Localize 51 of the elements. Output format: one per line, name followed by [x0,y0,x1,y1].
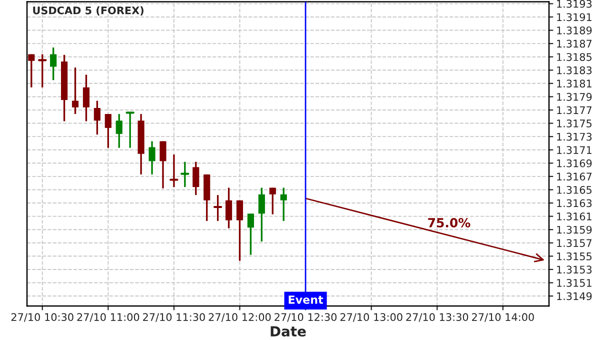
candlestick [50,46,57,81]
y-tick-label: 1.3173 [557,132,592,141]
candlestick [192,160,200,196]
y-tick-label: 1.3193 [557,0,592,8]
candlestick [94,100,100,136]
candlestick [258,186,265,242]
y-tick-label: 1.3163 [557,199,592,208]
candlestick [225,186,232,230]
y-tick-label: 1.3155 [557,252,592,260]
x-tick-label: 27/10 11:30 [143,313,205,322]
chart-title: USDCAD 5 (FOREX) [33,6,144,16]
y-tick-label: 1.3187 [557,40,592,48]
annotation: 75.0% [428,218,470,228]
x-tick-label: 27/10 14:00 [472,313,534,322]
candlestick [269,186,276,216]
x-tick-label: 27/10 12:00 [208,313,271,322]
y-tick-label: 1.3167 [557,172,592,181]
x-tick-label: 27/10 13:30 [406,313,468,322]
y-tick-label: 1.3169 [557,159,592,168]
y-tick-label: 1.3157 [557,239,592,247]
y-tick-label: 1.3159 [557,226,592,234]
y-tick-label: 1.3183 [557,66,592,74]
candlestick [236,200,244,262]
candlestick [72,66,79,115]
x-tick-label: 27/10 11:00 [77,313,140,322]
candlestick [28,53,35,88]
candlestick [82,74,90,122]
candlestick [104,113,112,149]
x-tick-label: 27/10 13:00 [340,313,402,322]
y-tick-label: 1.3175 [557,120,592,128]
y-tick-label: 1.3151 [557,278,592,287]
y-tick-label: 1.3181 [557,80,592,88]
candlestick [247,212,254,256]
candlestick [116,113,122,149]
y-tick-label: 1.3177 [557,106,592,114]
y-tick-label: 1.3165 [557,186,592,194]
y-tick-label: 1.3171 [557,146,592,154]
candlestick [148,140,156,176]
y-tick-label: 1.3189 [557,26,592,34]
x-tick-label: 27/10 10:30 [11,313,74,322]
x-axis-title: Date [270,326,306,337]
x-tick-label: 27/10 12:30 [274,313,337,322]
y-tick-label: 1.3179 [557,92,592,101]
ref-line-label: Event [288,296,324,304]
y-tick-label: 1.3161 [557,212,592,220]
y-tick-label: 1.3149 [557,292,592,300]
y-tick-label: 1.3191 [557,13,592,22]
candlestick [280,186,287,222]
y-tick-label: 1.3185 [557,53,592,61]
y-tick-label: 1.3153 [557,266,592,274]
candlestick [160,140,166,190]
